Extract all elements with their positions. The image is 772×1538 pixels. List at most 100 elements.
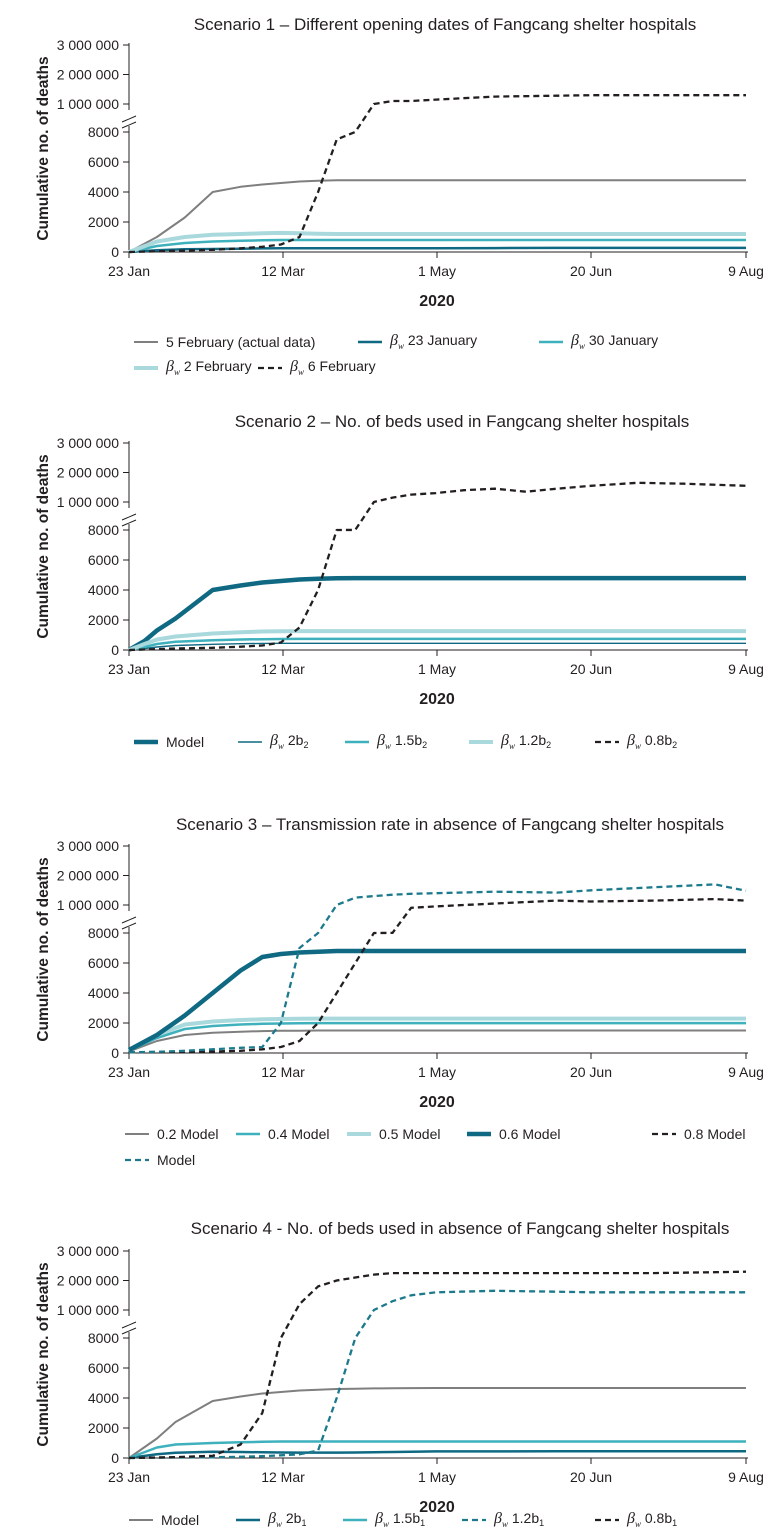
series-line-1 — [128, 179, 746, 253]
x-tick-label: 1 May — [418, 661, 456, 677]
y-tick-label: 4000 — [88, 985, 119, 1001]
series-line-5 — [128, 481, 747, 652]
y-tick-label: 2 000 000 — [57, 1273, 119, 1289]
x-tick-label: 20 Jun — [570, 661, 612, 677]
legend-label: βw 23 January — [390, 332, 478, 352]
legend-label: Model — [161, 1512, 200, 1528]
x-tick-label: 12 Mar — [261, 263, 305, 279]
y-tick-label: 1 000 000 — [57, 1302, 119, 1318]
y-tick-label: 3 000 000 — [57, 435, 119, 451]
legend-item: βw 6 February — [257, 358, 376, 378]
y-tick-label: 4000 — [88, 184, 119, 200]
chart-panel-3: Scenario 3 – Transmission rate in absenc… — [35, 815, 764, 1111]
series-line-1 — [127, 575, 746, 652]
chart-title: Scenario 4 - No. of beds used in absence… — [191, 1219, 730, 1238]
y-tick-label: 3 000 000 — [57, 1243, 119, 1259]
y-tick-label: 2 000 000 — [57, 67, 119, 83]
legend-swatch — [125, 1133, 149, 1135]
chart-panel-2: Scenario 2 – No. of beds used in Fangcan… — [35, 412, 764, 708]
x-tick-label: 20 Jun — [570, 1064, 612, 1080]
legend-swatch — [539, 340, 563, 344]
x-tick-label: 12 Mar — [261, 1469, 305, 1485]
legend-item: 0.2 Model — [124, 1124, 218, 1144]
y-tick-label: 2000 — [88, 1420, 119, 1436]
chart-title: Scenario 2 – No. of beds used in Fangcan… — [235, 412, 690, 431]
axis-break-mark — [121, 916, 137, 930]
x-axis-label: 2020 — [419, 1499, 455, 1516]
x-axis-label: 2020 — [419, 293, 455, 310]
legend-swatch — [595, 740, 619, 744]
legend-item: Model — [124, 1150, 195, 1170]
x-tick-label: 23 Jan — [108, 661, 150, 677]
legend-label: Model — [157, 1152, 196, 1168]
legend-item: βw 2b2 — [237, 732, 308, 752]
legend-item: Model — [128, 1510, 199, 1530]
legend-label: βw 0.8b2 — [627, 732, 678, 752]
legend-label: 5 February (actual data) — [166, 334, 316, 350]
legend-swatch — [134, 341, 158, 343]
legend-swatch — [462, 1518, 486, 1522]
series-line-4 — [128, 230, 746, 254]
legend-item: 0.6 Model — [466, 1124, 560, 1144]
x-tick-label: 9 Aug — [728, 661, 764, 677]
x-tick-label: 1 May — [418, 263, 456, 279]
y-axis-label: Cumulative no. of deaths — [35, 1262, 52, 1446]
legend-swatch — [134, 366, 158, 370]
y-tick-label: 2000 — [88, 612, 119, 628]
x-tick-label: 20 Jun — [570, 1469, 612, 1485]
legend-item: 0.4 Model — [235, 1124, 329, 1144]
x-tick-label: 23 Jan — [108, 1469, 150, 1485]
y-axis-label: Cumulative no. of deaths — [35, 454, 52, 638]
y-tick-label: 4000 — [88, 1390, 119, 1406]
legend-swatch — [134, 739, 158, 745]
legend-label: 0.8 Model — [684, 1126, 746, 1142]
series-line-4 — [128, 1289, 746, 1460]
legend-item: 0.5 Model — [346, 1124, 440, 1144]
y-tick-label: 8000 — [88, 925, 119, 941]
legend-item: 0.8 Model — [651, 1124, 745, 1144]
x-tick-label: 12 Mar — [261, 1064, 305, 1080]
x-tick-label: 12 Mar — [261, 661, 305, 677]
legend-item: βw 2b1 — [235, 1510, 306, 1530]
x-tick-label: 1 May — [418, 1469, 456, 1485]
y-axis-label: Cumulative no. of deaths — [35, 857, 52, 1041]
x-axis-label: 2020 — [419, 1094, 455, 1111]
y-tick-label: 3 000 000 — [57, 838, 119, 854]
y-tick-label: 0 — [111, 1045, 119, 1061]
series-line-4 — [127, 948, 746, 1052]
y-tick-label: 0 — [111, 244, 119, 260]
legend-swatch — [469, 740, 493, 744]
series-line-3 — [128, 1440, 746, 1460]
legend-swatch — [347, 1132, 371, 1136]
legend-label: βw 2b2 — [270, 732, 309, 752]
x-tick-label: 9 Aug — [728, 263, 764, 279]
x-tick-label: 1 May — [418, 1064, 456, 1080]
series-line-5 — [128, 1270, 747, 1460]
legend-label: 0.2 Model — [157, 1126, 219, 1142]
y-tick-label: 6000 — [88, 1360, 119, 1376]
y-tick-label: 2 000 000 — [57, 868, 119, 884]
series-line-2 — [128, 642, 746, 651]
legend-label: Model — [166, 734, 205, 750]
series-line-1 — [128, 1387, 746, 1459]
y-tick-label: 1 000 000 — [57, 494, 119, 510]
legend-label: βw 0.8b1 — [627, 1510, 678, 1530]
y-tick-label: 2000 — [88, 1015, 119, 1031]
legend-swatch — [652, 1132, 676, 1136]
x-axis-label: 2020 — [419, 691, 455, 708]
chart-title: Scenario 1 – Different opening dates of … — [194, 15, 696, 34]
legend-label: 0.4 Model — [268, 1126, 330, 1142]
legend-swatch — [236, 1132, 260, 1136]
legend-swatch — [595, 1518, 619, 1522]
legend-item: βw 0.8b2 — [594, 732, 677, 752]
y-tick-label: 2 000 000 — [57, 465, 119, 481]
y-tick-label: 3 000 000 — [57, 37, 119, 53]
legend-swatch — [358, 340, 382, 344]
series-line-1 — [128, 1029, 746, 1053]
axis-break-mark — [121, 115, 137, 129]
legend-item: Model — [133, 732, 204, 752]
y-tick-label: 8000 — [88, 124, 119, 140]
x-tick-label: 23 Jan — [108, 263, 150, 279]
